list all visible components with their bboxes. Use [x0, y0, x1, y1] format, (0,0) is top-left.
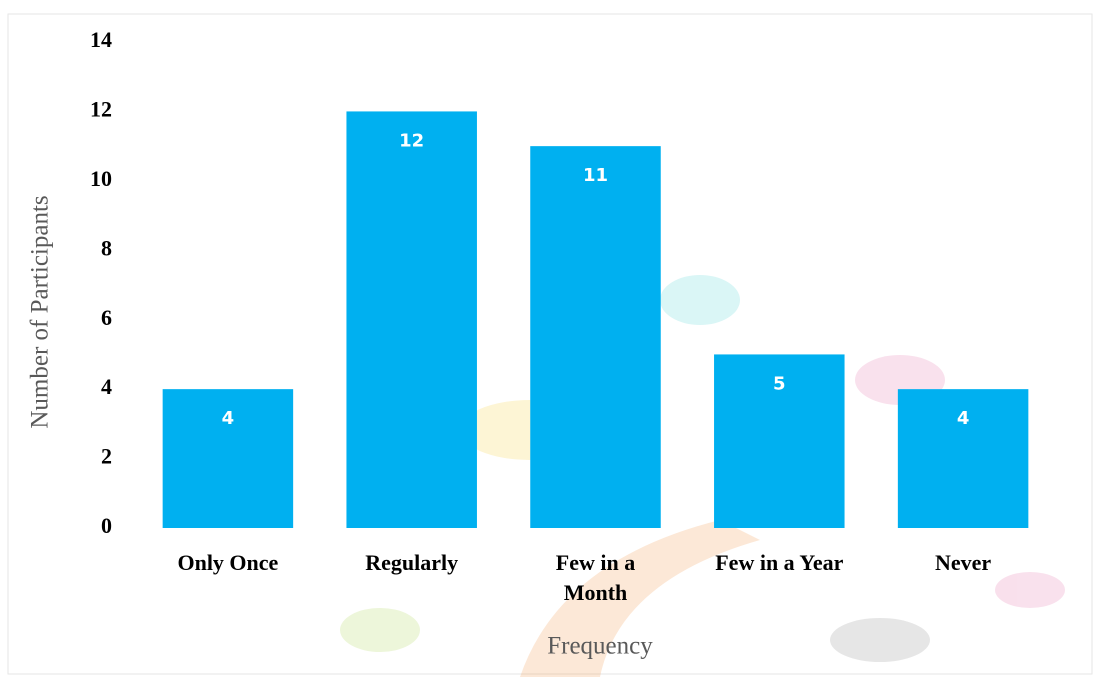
leaf: [995, 572, 1065, 608]
bar: [530, 146, 660, 528]
y-tick-label: 2: [101, 444, 112, 469]
y-tick-label: 4: [101, 374, 112, 399]
y-tick-label: 6: [101, 305, 112, 330]
value-label: 12: [399, 130, 424, 151]
value-label: 4: [222, 408, 235, 429]
bar: [346, 111, 476, 528]
y-tick-label: 10: [90, 166, 112, 191]
x-axis-title: Frequency: [547, 633, 653, 660]
chart-container: Frequency Number of Participants 0 2 4 6 8 10…: [0, 0, 1100, 677]
x-tick-label: Few in a Month: [541, 548, 651, 608]
value-label: 11: [583, 165, 608, 186]
x-tick-label: Never: [935, 548, 991, 578]
x-tick-label: Only Once: [177, 548, 278, 578]
value-label: 5: [773, 373, 786, 394]
value-label: 4: [957, 408, 970, 429]
x-tick-label: Regularly: [365, 548, 458, 578]
leaf: [660, 275, 740, 325]
y-tick-label: 12: [90, 96, 112, 121]
leaf: [340, 608, 420, 652]
y-axis-title: Number of Participants: [27, 195, 54, 428]
y-tick-label: 0: [101, 513, 112, 538]
y-tick-label: 14: [90, 27, 112, 52]
x-tick-label: Few in a Year: [715, 548, 843, 578]
y-tick-label: 8: [101, 235, 112, 260]
leaf: [830, 618, 930, 662]
